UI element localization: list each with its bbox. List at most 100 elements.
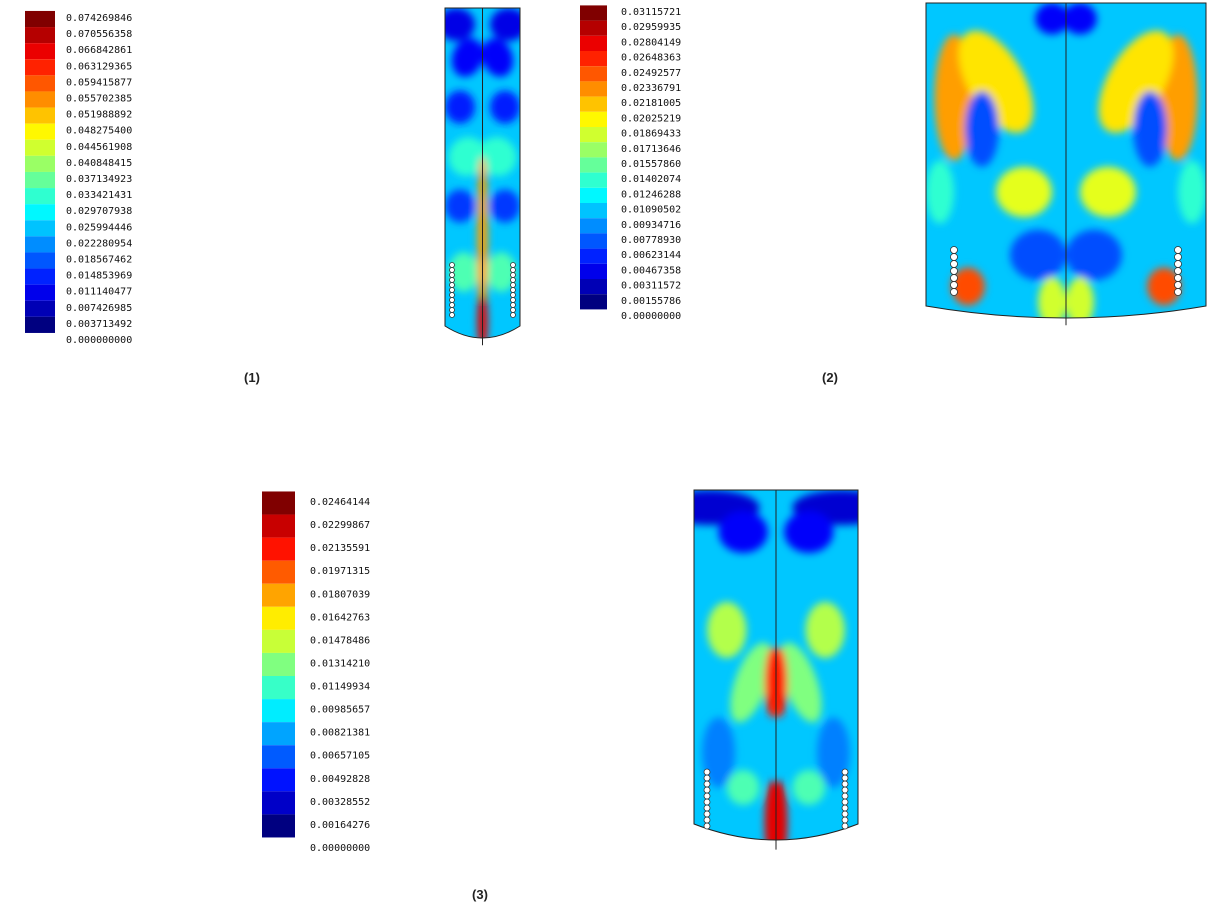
contour-blob — [702, 717, 735, 788]
legend-label: 0.01478486 — [310, 635, 370, 646]
contour-blob — [779, 642, 822, 723]
coil — [1174, 288, 1182, 296]
contour-blob — [490, 8, 520, 41]
legend-swatch — [580, 248, 607, 264]
legend-swatch — [25, 204, 55, 221]
legend-label: 0.01149934 — [310, 682, 370, 693]
legend-label: 0.02492577 — [621, 68, 681, 79]
contour-blob — [771, 647, 788, 718]
coil — [841, 804, 849, 812]
legend-swatch — [580, 157, 607, 173]
coil — [841, 786, 849, 794]
contour-blob — [996, 166, 1052, 218]
legend-label: 0.003713492 — [66, 319, 132, 330]
coil — [1174, 281, 1182, 289]
legend-swatch — [25, 236, 55, 253]
contour-blob — [958, 30, 1034, 133]
legend-swatch — [580, 187, 607, 203]
legend-label: 0.02025219 — [621, 113, 681, 124]
legend-label: 0.022280954 — [66, 238, 132, 249]
contour-blob — [1010, 229, 1066, 281]
contour-blob — [445, 189, 475, 223]
legend-swatch — [262, 814, 295, 838]
legend-label: 0.02336791 — [621, 83, 681, 94]
legend-label: 0.01557860 — [621, 159, 681, 170]
contour-blob — [1098, 30, 1174, 133]
legend-label: 0.02299867 — [310, 520, 370, 531]
coil — [449, 312, 455, 318]
legend-label: 0.025994446 — [66, 222, 132, 233]
legend-swatch — [25, 59, 55, 76]
legend-swatch — [25, 188, 55, 205]
legend-label: 0.01713646 — [621, 144, 681, 155]
legend-swatch — [25, 10, 55, 28]
legend-label: 0.000000000 — [66, 335, 132, 346]
coil — [449, 297, 455, 303]
legend-swatch — [262, 745, 295, 769]
legend-label: 0.00311572 — [621, 281, 681, 292]
legend-swatch — [25, 27, 55, 44]
legend-label: 0.00934716 — [621, 220, 681, 231]
contour-blob — [1066, 229, 1122, 281]
legend-label: 0.02804149 — [621, 37, 681, 48]
coil — [703, 792, 711, 800]
legend-swatch — [262, 514, 295, 538]
legend-label: 0.00623144 — [621, 250, 681, 261]
legend-swatch — [25, 123, 55, 140]
legend-label: 0.014853969 — [66, 271, 132, 282]
legend-swatch — [25, 316, 55, 333]
legend-swatch — [25, 252, 55, 269]
legend-label: 0.070556358 — [66, 29, 132, 40]
coil — [950, 267, 958, 275]
legend-swatch — [262, 629, 295, 653]
legend-label: 0.01971315 — [310, 566, 370, 577]
coil — [449, 267, 455, 273]
coil — [510, 277, 516, 283]
legend-swatch — [580, 111, 607, 127]
coil — [703, 798, 711, 806]
coil — [510, 297, 516, 303]
legend-swatch — [25, 300, 55, 317]
legend-label: 0.00000000 — [310, 843, 370, 854]
coil — [510, 262, 516, 268]
outline — [444, 7, 521, 339]
legend-swatch — [580, 294, 607, 310]
legend-label: 0.00467358 — [621, 265, 681, 276]
legend-label: 0.011140477 — [66, 287, 132, 298]
legend-label: 0.055702385 — [66, 94, 132, 105]
coil — [449, 282, 455, 288]
coil — [703, 816, 711, 824]
coil — [950, 246, 958, 254]
legend-label: 0.01314210 — [310, 658, 370, 669]
contour-blob — [1035, 3, 1069, 35]
coil — [950, 288, 958, 296]
legend-swatch — [580, 66, 607, 82]
coil — [510, 282, 516, 288]
legend-swatch — [580, 233, 607, 249]
coil — [449, 287, 455, 293]
coil — [950, 260, 958, 268]
coil — [841, 810, 849, 818]
legend-label: 0.01642763 — [310, 612, 370, 623]
coil — [703, 780, 711, 788]
legend-label: 0.007426985 — [66, 303, 132, 314]
coil — [510, 302, 516, 308]
legend-label: 0.02181005 — [621, 98, 681, 109]
legend-swatch — [25, 155, 55, 172]
coil — [841, 798, 849, 806]
contour-blob — [771, 780, 788, 840]
contour-blob — [1063, 3, 1097, 35]
contour-blob — [718, 511, 768, 553]
caption: (1) — [244, 370, 260, 385]
legend-label: 0.02648363 — [621, 53, 681, 64]
legend-swatch — [262, 768, 295, 792]
contour-blob — [448, 252, 479, 292]
contour-blob — [726, 770, 760, 805]
legend-swatch — [580, 35, 607, 51]
contour-blob — [451, 38, 484, 77]
legend-swatch — [262, 537, 295, 561]
legend-label: 0.01807039 — [310, 589, 370, 600]
coil — [841, 774, 849, 782]
caption: (3) — [472, 887, 488, 902]
